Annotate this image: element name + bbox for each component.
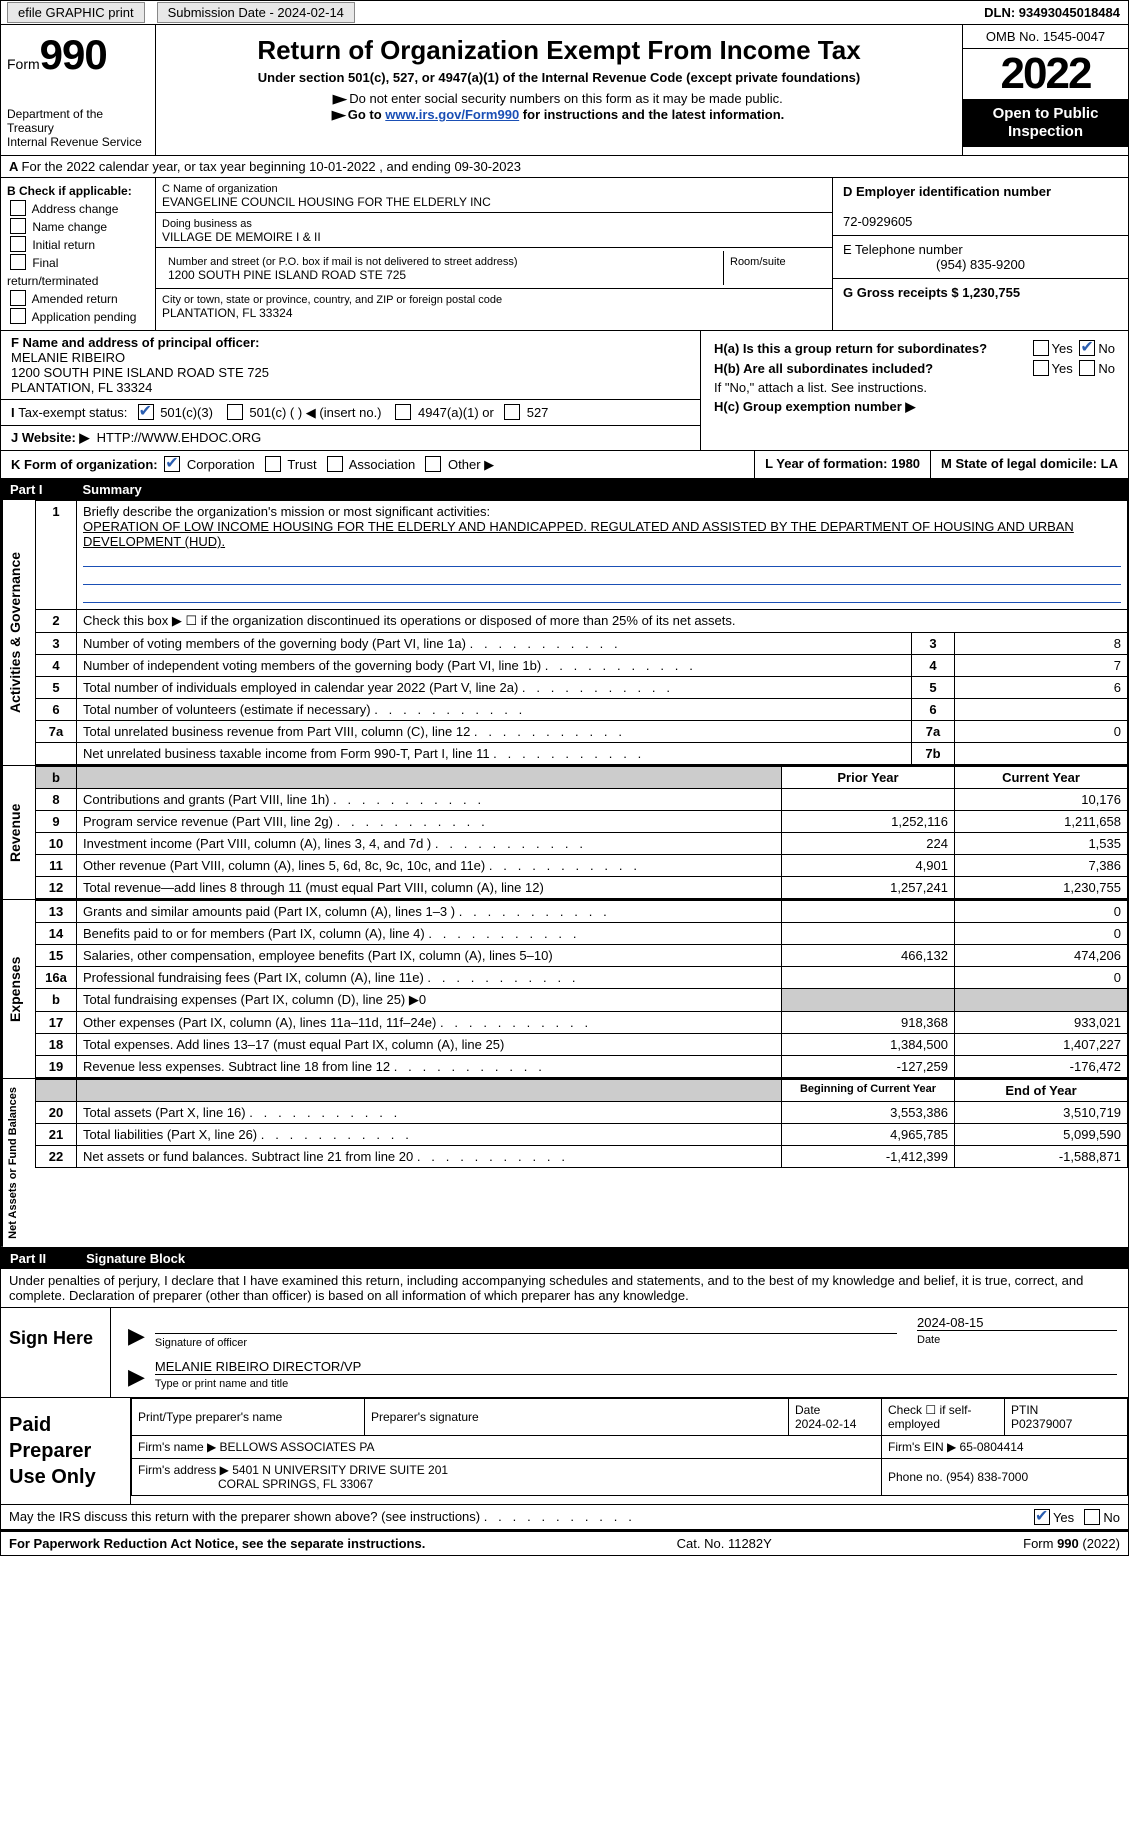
dln-label: DLN: 93493045018484 (976, 1, 1128, 24)
line-a: A For the 2022 calendar year, or tax yea… (0, 156, 1129, 178)
form-subtitle: Under section 501(c), 527, or 4947(a)(1)… (166, 70, 952, 85)
form-number: Form990 (7, 31, 149, 79)
ein: 72-0929605 (843, 214, 912, 229)
block-k: K Form of organization: Corporation Trus… (1, 451, 755, 478)
vtab-net-assets: Net Assets or Fund Balances (1, 1079, 35, 1247)
block-b: B Check if applicable: Address change Na… (1, 178, 156, 330)
form-footer: Form 990 (2022) (1023, 1536, 1120, 1551)
org-city: PLANTATION, FL 33324 (162, 306, 293, 320)
gross-receipts: G Gross receipts $ 1,230,755 (843, 285, 1020, 300)
irs-label: Internal Revenue Service (7, 135, 149, 149)
top-bar: efile GRAPHIC print Submission Date - 20… (0, 0, 1129, 25)
vtab-revenue: Revenue (1, 766, 35, 899)
part-1-header: Part ISummary (0, 479, 1129, 500)
ssn-note: Do not enter social security numbers on … (349, 91, 783, 106)
block-l: L Year of formation: 1980 (755, 451, 931, 478)
block-i: I Tax-exempt status: 501(c)(3) 501(c) ( … (1, 400, 700, 426)
officer-name: MELANIE RIBEIRO DIRECTOR/VP (155, 1359, 1117, 1375)
paperwork-notice: For Paperwork Reduction Act Notice, see … (9, 1536, 425, 1551)
org-street: 1200 SOUTH PINE ISLAND ROAD STE 725 (168, 268, 406, 282)
submission-date-button[interactable]: Submission Date - 2024-02-14 (157, 2, 355, 23)
block-m: M State of legal domicile: LA (931, 451, 1128, 478)
block-d: D Employer identification number 72-0929… (833, 178, 1128, 330)
sign-here-label: Sign Here (1, 1308, 111, 1397)
irs-link[interactable]: www.irs.gov/Form990 (385, 107, 519, 122)
website-url: HTTP://WWW.EHDOC.ORG (97, 430, 262, 445)
penalties-text: Under penalties of perjury, I declare th… (1, 1269, 1128, 1308)
cat-number: Cat. No. 11282Y (677, 1536, 772, 1551)
part-2-header: Part IISignature Block (0, 1248, 1129, 1269)
org-dba: VILLAGE DE MEMOIRE I & II (162, 230, 321, 244)
block-j: J Website: ▶ HTTP://WWW.EHDOC.ORG (1, 426, 700, 450)
omb-number: OMB No. 1545-0047 (963, 25, 1128, 49)
ptin: P02379007 (1011, 1417, 1072, 1431)
form-header: Form990 Department of the Treasury Inter… (0, 25, 1129, 156)
block-c: C Name of organization EVANGELINE COUNCI… (156, 178, 833, 330)
tax-year: 2022 (963, 49, 1128, 99)
discuss-text: May the IRS discuss this return with the… (9, 1509, 632, 1524)
block-h: H(a) Is this a group return for subordin… (701, 331, 1128, 450)
efile-print-button[interactable]: efile GRAPHIC print (7, 2, 145, 23)
paid-preparer-label: Paid Preparer Use Only (1, 1398, 131, 1504)
org-name: EVANGELINE COUNCIL HOUSING FOR THE ELDER… (162, 195, 491, 209)
dept-treasury: Department of the Treasury (7, 107, 149, 135)
block-f: F Name and address of principal officer:… (1, 331, 700, 400)
phone: (954) 835-9200 (843, 257, 1118, 272)
mission-text: OPERATION OF LOW INCOME HOUSING FOR THE … (83, 519, 1074, 549)
open-to-public: Open to Public Inspection (963, 99, 1128, 147)
form-title: Return of Organization Exempt From Incom… (166, 35, 952, 66)
vtab-activities: Activities & Governance (1, 500, 35, 765)
firm-name: BELLOWS ASSOCIATES PA (220, 1440, 375, 1454)
vtab-expenses: Expenses (1, 900, 35, 1078)
